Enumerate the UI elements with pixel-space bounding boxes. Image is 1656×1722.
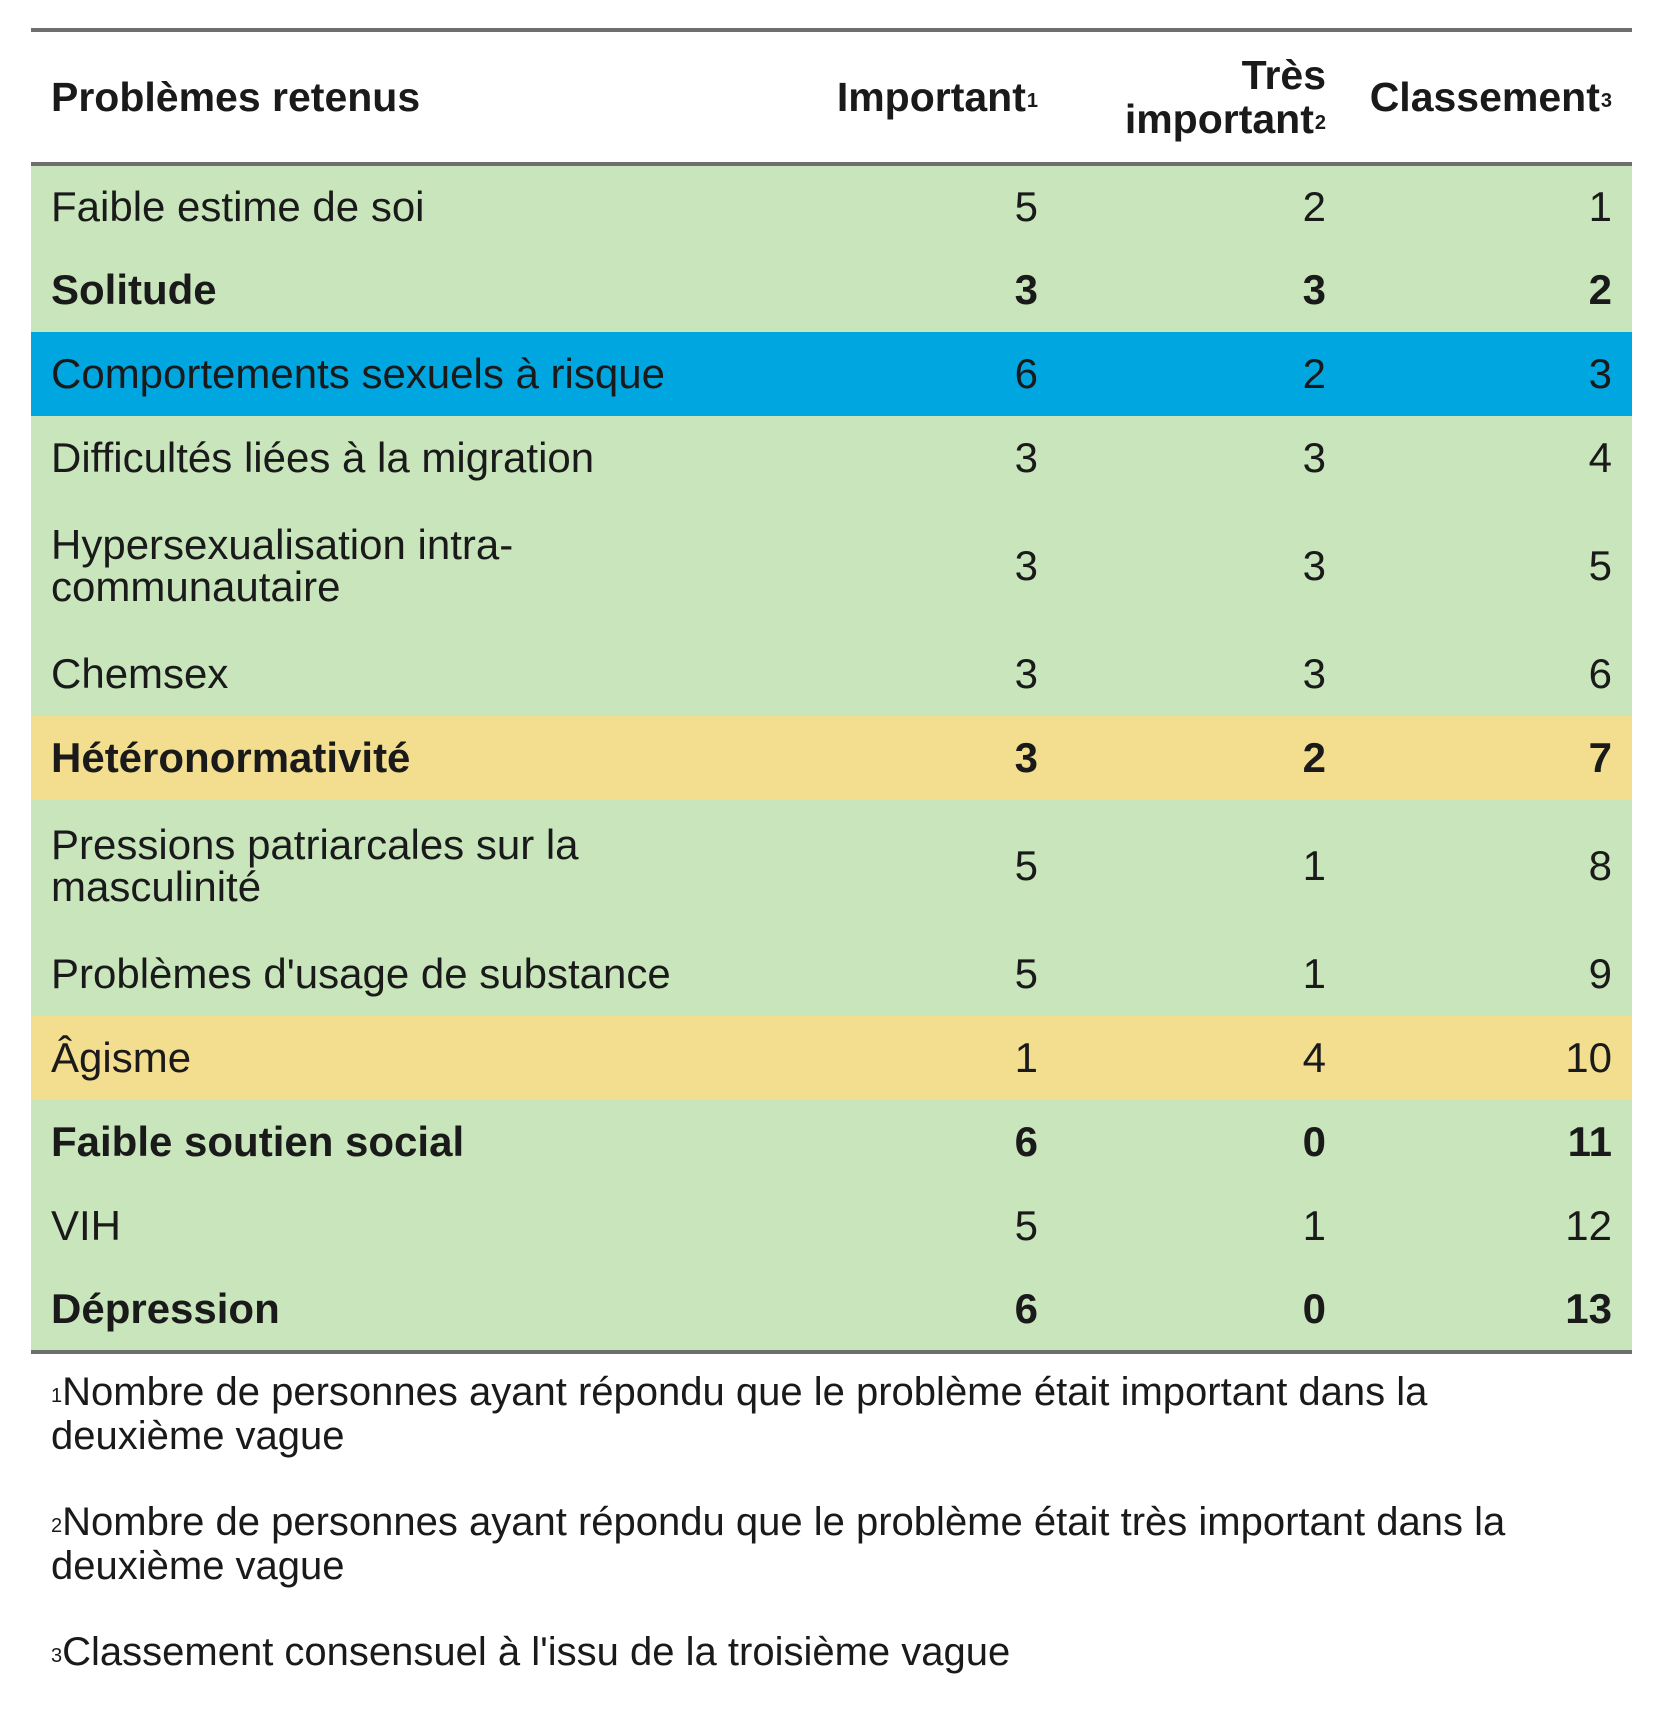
footnote-text: Classement consensuel à l'issu de la tro… xyxy=(62,1630,1011,1674)
cell-tres-important: 2 xyxy=(1302,350,1326,397)
header-row: Problèmes retenus Important1 Très importa… xyxy=(31,30,1632,164)
cell-classement: 8 xyxy=(1588,842,1612,889)
cell-tres-important: 3 xyxy=(1302,434,1326,481)
cell-classement: 2 xyxy=(1588,266,1612,313)
cell-classement: 13 xyxy=(1565,1285,1612,1332)
header-tres-important: Très important2 xyxy=(1058,30,1346,164)
cell-classement: 1 xyxy=(1588,183,1612,230)
cell-classement: 11 xyxy=(1567,1118,1612,1165)
table-header: Problèmes retenus Important1 Très importa… xyxy=(31,30,1632,164)
cell-important: 5 xyxy=(1014,1202,1038,1249)
cell-important: 1 xyxy=(1014,1034,1038,1081)
footnote-3: 3Classement consensuel à l'issu de la tr… xyxy=(51,1630,1611,1674)
cell-tres-important: 3 xyxy=(1302,650,1326,697)
table-row: Faible soutien social 6 0 11 xyxy=(31,1100,1632,1184)
cell-problem: Faible soutien social xyxy=(51,1118,465,1165)
cell-classement: 7 xyxy=(1588,734,1612,781)
cell-problem: Âgisme xyxy=(51,1034,192,1081)
cell-problem: Faible estime de soi xyxy=(51,183,425,230)
cell-tres-important: 0 xyxy=(1302,1118,1326,1165)
table-row: Pressions patriarcales sur la masculinit… xyxy=(31,800,1632,932)
footnotes: 1Nombre de personnes ayant répondu que l… xyxy=(51,1370,1611,1716)
cell-tres-important: 1 xyxy=(1302,950,1326,997)
cell-problem: Dépression xyxy=(51,1285,280,1332)
cell-problem: Difficultés liées à la migration xyxy=(51,434,595,481)
cell-important: 3 xyxy=(1014,650,1038,697)
header-classement: Classement3 xyxy=(1346,30,1632,164)
footnote-text: Nombre de personnes ayant répondu que le… xyxy=(51,1500,1506,1588)
table-row: Hypersexualisation intra-communautaire 3 3… xyxy=(31,500,1632,632)
cell-important: 6 xyxy=(1014,1118,1038,1165)
cell-problem: Comportements sexuels à risque xyxy=(51,350,665,397)
cell-problem: Hypersexualisation intra-communautaire xyxy=(51,521,514,610)
table-row: VIH 5 1 12 xyxy=(31,1184,1632,1268)
cell-important: 6 xyxy=(1014,1285,1038,1332)
table-row: Problèmes d'usage de substance 5 1 9 xyxy=(31,932,1632,1016)
cell-important: 6 xyxy=(1014,350,1038,397)
cell-tres-important: 3 xyxy=(1302,266,1326,313)
cell-tres-important: 2 xyxy=(1302,183,1326,230)
footnote-marker: 1 xyxy=(51,1385,63,1407)
footnote-text: Nombre de personnes ayant répondu que le… xyxy=(51,1370,1428,1458)
cell-classement: 10 xyxy=(1565,1034,1612,1081)
header-label: Problèmes retenus xyxy=(51,74,421,120)
footnote-1: 1Nombre de personnes ayant répondu que l… xyxy=(51,1370,1611,1458)
table-row: Âgisme 1 4 10 xyxy=(31,1016,1632,1100)
header-label: Important xyxy=(836,74,1026,120)
footnote-marker: 2 xyxy=(51,1515,63,1537)
cell-classement: 6 xyxy=(1588,650,1612,697)
table-row: Faible estime de soi 5 2 1 xyxy=(31,164,1632,248)
cell-important: 5 xyxy=(1014,950,1038,997)
footnote-marker: 3 xyxy=(51,1645,63,1667)
header-label-line2: important xyxy=(1124,96,1314,142)
cell-tres-important: 2 xyxy=(1302,734,1326,781)
table-row: Hétéronormativité 3 2 7 xyxy=(31,716,1632,800)
cell-important: 5 xyxy=(1014,183,1038,230)
cell-problem: Chemsex xyxy=(51,650,229,697)
cell-problem: Hétéronormativité xyxy=(51,734,411,781)
results-table-container: Problèmes retenus Important1 Très importa… xyxy=(31,28,1632,1354)
cell-classement: 9 xyxy=(1588,950,1612,997)
cell-classement: 4 xyxy=(1588,434,1612,481)
cell-important: 3 xyxy=(1014,266,1038,313)
header-important: Important1 xyxy=(758,30,1058,164)
footnote-2: 2Nombre de personnes ayant répondu que l… xyxy=(51,1500,1611,1588)
cell-tres-important: 4 xyxy=(1302,1034,1326,1081)
cell-problem: Solitude xyxy=(51,266,217,313)
cell-classement: 12 xyxy=(1565,1202,1612,1249)
table-row: Chemsex 3 3 6 xyxy=(31,632,1632,716)
cell-important: 3 xyxy=(1014,734,1038,781)
header-problemes-retenus: Problèmes retenus xyxy=(31,30,758,164)
header-label-line1: Très xyxy=(1241,52,1326,98)
cell-tres-important: 0 xyxy=(1302,1285,1326,1332)
cell-important: 3 xyxy=(1014,434,1038,481)
problems-table: Problèmes retenus Important1 Très importa… xyxy=(31,28,1632,1354)
cell-classement: 5 xyxy=(1588,542,1612,589)
footnote-marker: 3 xyxy=(1600,90,1612,112)
table-row: Dépression 6 0 13 xyxy=(31,1268,1632,1352)
cell-important: 5 xyxy=(1014,842,1038,889)
cell-tres-important: 1 xyxy=(1302,1202,1326,1249)
footnote-marker: 2 xyxy=(1314,112,1326,134)
cell-problem: VIH xyxy=(51,1202,122,1249)
header-label: Classement xyxy=(1369,74,1600,120)
cell-problem: Pressions patriarcales sur la masculinit… xyxy=(51,821,579,910)
footnote-marker: 1 xyxy=(1026,90,1038,112)
table-body: Faible estime de soi 5 2 1 Solitude 3 3 2 Comp… xyxy=(31,164,1632,1352)
table-row: Solitude 3 3 2 xyxy=(31,248,1632,332)
cell-tres-important: 3 xyxy=(1302,542,1326,589)
cell-classement: 3 xyxy=(1588,350,1612,397)
cell-important: 3 xyxy=(1014,542,1038,589)
cell-problem: Problèmes d'usage de substance xyxy=(51,950,671,997)
table-row: Comportements sexuels à risque 6 2 3 xyxy=(31,332,1632,416)
table-row: Difficultés liées à la migration 3 3 4 xyxy=(31,416,1632,500)
cell-tres-important: 1 xyxy=(1302,842,1326,889)
